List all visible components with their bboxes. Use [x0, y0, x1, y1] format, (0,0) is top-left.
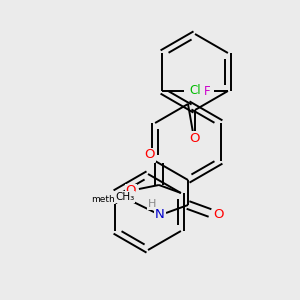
Text: F: F: [204, 85, 210, 98]
Text: methyl: methyl: [91, 194, 123, 203]
Text: N: N: [155, 208, 165, 221]
Text: O: O: [214, 208, 224, 221]
Text: O: O: [190, 131, 200, 145]
Text: Cl: Cl: [189, 85, 201, 98]
Text: H: H: [148, 199, 156, 209]
Text: O: O: [145, 148, 155, 161]
Text: CH₃: CH₃: [115, 192, 134, 202]
Text: O: O: [126, 184, 136, 197]
